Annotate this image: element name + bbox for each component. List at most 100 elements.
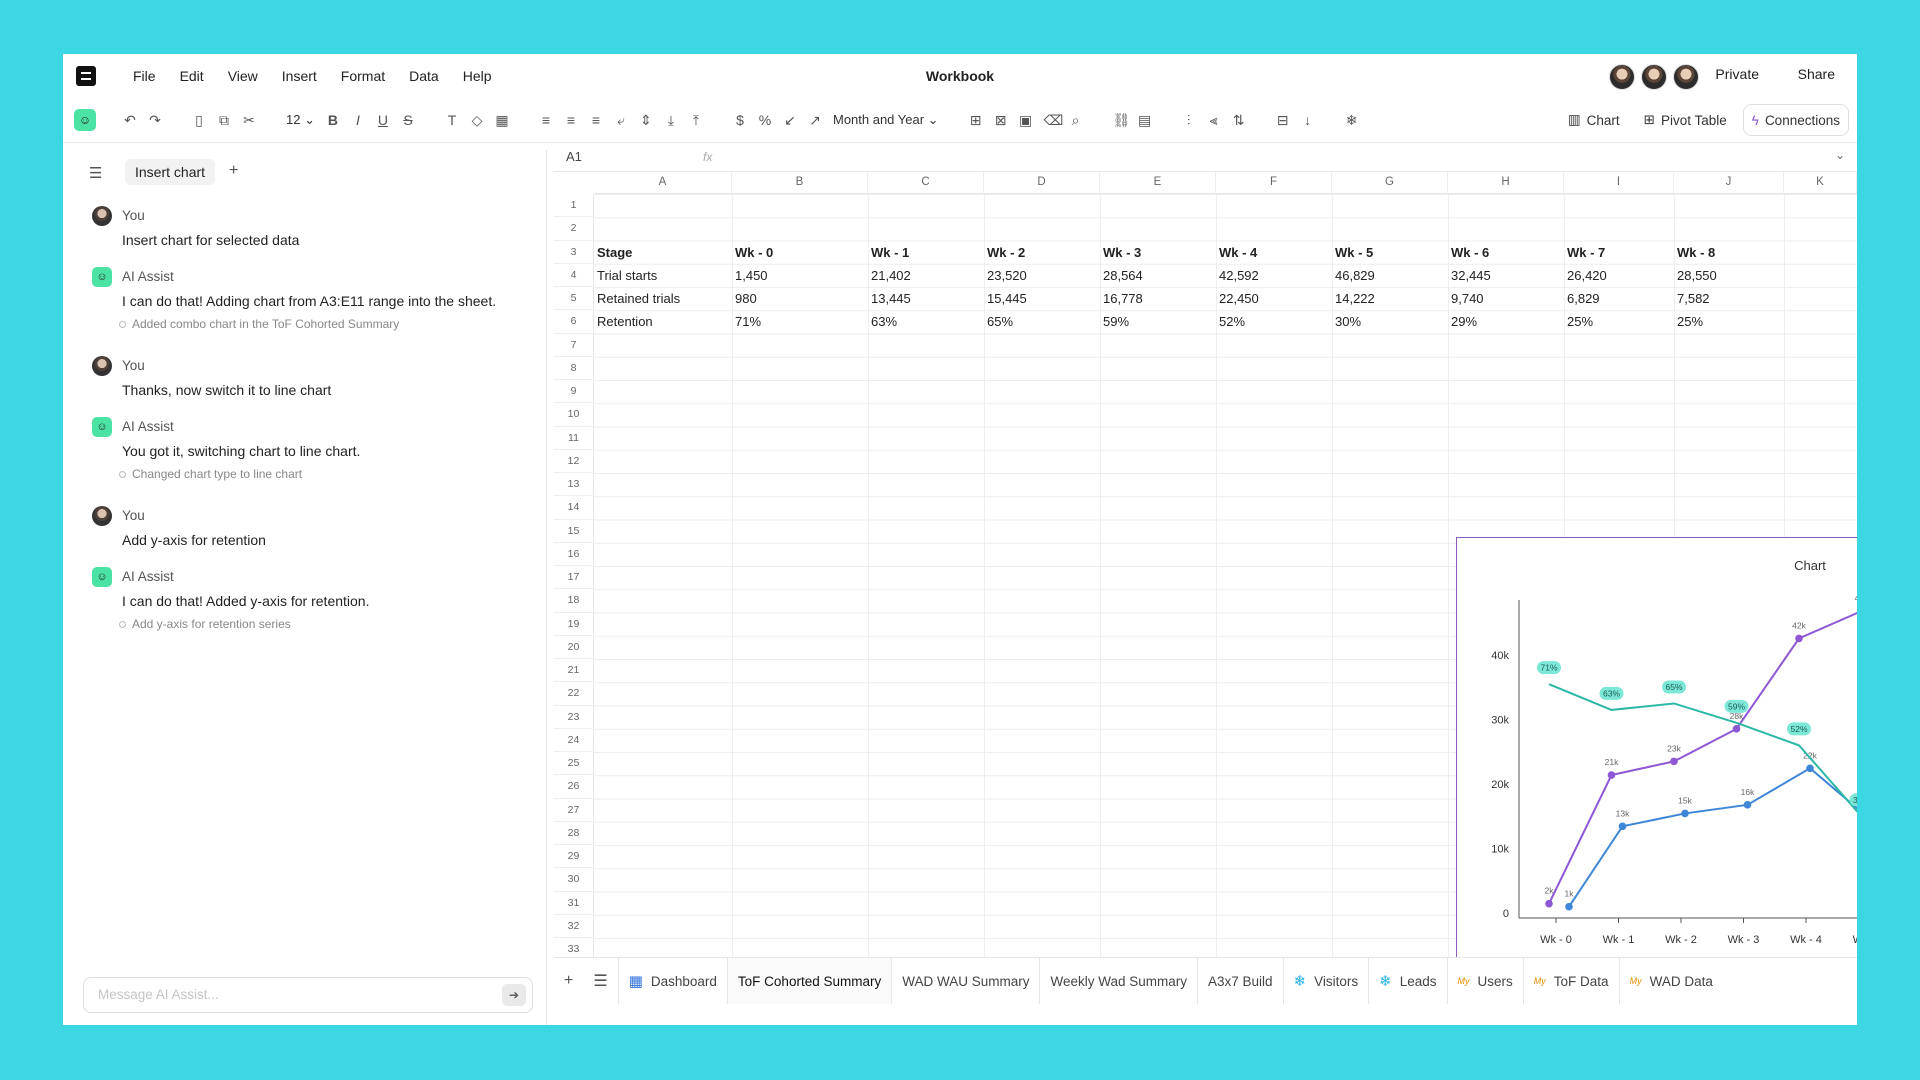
text-format-icon[interactable]: T <box>447 112 457 128</box>
row-header[interactable]: 23 <box>554 705 594 729</box>
table-cell[interactable]: 28,550 <box>1677 267 1717 283</box>
row-header[interactable]: 25 <box>554 752 594 776</box>
row-header[interactable]: 26 <box>554 775 594 799</box>
table-cell[interactable]: 29% <box>1451 314 1478 330</box>
italic-icon[interactable]: I <box>356 112 360 128</box>
filter-icon[interactable]: ⫶ <box>1186 111 1191 128</box>
row-header[interactable]: 12 <box>554 449 594 473</box>
comment-icon[interactable]: ▤ <box>1137 111 1152 128</box>
table-cell[interactable]: 63% <box>871 314 898 330</box>
column-header-b[interactable]: B <box>732 171 868 194</box>
cut-icon[interactable]: ✂ <box>243 111 255 128</box>
strikethrough-icon[interactable]: S <box>403 112 413 128</box>
font-size-select[interactable]: 12 ⌄ <box>286 112 315 127</box>
sheet-tab-tof-data[interactable]: My ToF Data <box>1522 958 1619 1004</box>
table-cell[interactable]: 65% <box>987 314 1014 330</box>
pivot-table-button[interactable]: ⊞ Pivot Table <box>1636 105 1735 135</box>
column-header-e[interactable]: E <box>1100 171 1216 194</box>
app-logo-icon[interactable] <box>76 66 96 86</box>
message-input[interactable] <box>96 986 490 1003</box>
valign-top-icon[interactable]: ⤒ <box>692 111 700 128</box>
avatar[interactable] <box>1673 64 1699 90</box>
row-header[interactable]: 10 <box>554 403 594 427</box>
table-cell[interactable]: 71% <box>735 314 762 330</box>
snowflake-icon[interactable]: ❄ <box>1345 111 1358 128</box>
sheet-tab-tof-cohorted-summary[interactable]: ToF Cohorted Summary <box>726 958 892 1004</box>
row-header[interactable]: 33 <box>554 938 594 957</box>
table-cell[interactable]: 21,402 <box>871 267 911 283</box>
insert-row-icon[interactable]: ⊞ <box>969 111 982 128</box>
redo-icon[interactable]: ↷ <box>149 111 161 128</box>
row-header[interactable]: 8 <box>554 356 594 380</box>
sheet-grid[interactable]: A B C D E F G H I J K 1 2 3 4 5 6 7 8 9 10 11 12 13 14 15 16 17 18 19… <box>554 171 1857 957</box>
row-header[interactable]: 16 <box>554 542 594 566</box>
align-center-icon[interactable]: ≡ <box>566 112 576 128</box>
sort-az-icon[interactable]: ↓ <box>1304 112 1312 128</box>
undo-icon[interactable]: ↶ <box>124 111 136 128</box>
sheet-tab-a3x7-build[interactable]: A3x7 Build <box>1197 958 1283 1004</box>
sheet-tab-wad-wau-summary[interactable]: WAD WAU Summary <box>891 958 1039 1004</box>
avatar[interactable] <box>1641 64 1667 90</box>
wrap-text-icon[interactable]: ⤶ <box>617 111 625 128</box>
row-header[interactable]: 11 <box>554 426 594 450</box>
clear-format-icon[interactable]: ⌫ <box>1043 111 1064 128</box>
row-header[interactable]: 19 <box>554 612 594 636</box>
header-cell[interactable]: Wk - 0 <box>735 244 774 260</box>
table-cell[interactable]: 25% <box>1677 314 1704 330</box>
table-cell[interactable]: Retention <box>597 314 653 330</box>
table-cell[interactable]: 59% <box>1103 314 1130 330</box>
all-sheets-menu-icon[interactable]: ☰ <box>593 973 608 990</box>
row-header[interactable]: 13 <box>554 473 594 497</box>
table-cell[interactable]: 15,445 <box>987 291 1027 306</box>
ai-assist-icon[interactable]: ☺ <box>74 109 96 131</box>
row-header[interactable]: 22 <box>554 682 594 706</box>
sheet-tab-leads[interactable]: ❄ Leads <box>1368 958 1446 1004</box>
table-cell[interactable]: Retained trials <box>597 291 681 306</box>
row-header[interactable]: 2 <box>554 217 594 241</box>
header-cell[interactable]: Wk - 3 <box>1103 244 1142 260</box>
delete-row-icon[interactable]: ⊠ <box>994 111 1007 128</box>
chat-tab-insert-chart[interactable]: Insert chart <box>125 159 216 185</box>
decimal-decrease-icon[interactable]: ↙ <box>784 111 796 128</box>
table-cell[interactable]: 1,450 <box>735 267 768 283</box>
table-cell[interactable]: 42,592 <box>1219 267 1259 283</box>
column-header-i[interactable]: I <box>1564 171 1674 194</box>
row-header[interactable]: 17 <box>554 566 594 590</box>
column-header-d[interactable]: D <box>984 171 1100 194</box>
menu-insert[interactable]: Insert <box>281 68 317 84</box>
link-icon[interactable]: ⛓ <box>1112 111 1131 128</box>
row-header[interactable]: 7 <box>554 333 594 357</box>
private-button[interactable]: Private <box>1715 66 1759 82</box>
sheet-tab-users[interactable]: My Users <box>1446 958 1523 1004</box>
table-cell[interactable]: 23,520 <box>987 267 1027 283</box>
cell-reference[interactable]: A1 <box>566 149 582 164</box>
line-chart[interactable]: Chart010k20k30k40k020%40%60%80%Wk - 0Wk … <box>1456 537 1857 957</box>
table-cell[interactable]: 13,445 <box>871 291 911 306</box>
menu-data[interactable]: Data <box>409 68 439 84</box>
menu-file[interactable]: File <box>133 68 156 84</box>
header-cell[interactable]: Wk - 6 <box>1451 244 1490 260</box>
row-header[interactable]: 6 <box>554 310 594 334</box>
row-header[interactable]: 24 <box>554 728 594 752</box>
row-header[interactable]: 9 <box>554 380 594 404</box>
row-header[interactable]: 27 <box>554 798 594 822</box>
column-header-j[interactable]: J <box>1674 171 1784 194</box>
column-header-c[interactable]: C <box>868 171 984 194</box>
table-cell[interactable]: 14,222 <box>1335 291 1375 306</box>
search-icon[interactable]: ⌕ <box>1071 111 1080 128</box>
row-header[interactable]: 28 <box>554 821 594 845</box>
paste-icon[interactable]: ▯ <box>195 111 203 128</box>
row-header[interactable]: 31 <box>554 891 594 915</box>
table-cell[interactable]: 28,564 <box>1103 267 1143 283</box>
row-header[interactable]: 15 <box>554 519 594 543</box>
add-sheet-plus-icon[interactable]: + <box>564 972 574 989</box>
insert-chart-button[interactable]: ▥ Chart <box>1560 105 1628 135</box>
connections-button[interactable]: ϟ Connections <box>1742 104 1849 136</box>
valign-middle-icon[interactable]: ⇕ <box>640 111 652 128</box>
row-header[interactable]: 20 <box>554 635 594 659</box>
menu-edit[interactable]: Edit <box>179 68 204 84</box>
header-cell[interactable]: Wk - 1 <box>871 244 910 260</box>
sheet-tab-weekly-wad-summary[interactable]: Weekly Wad Summary <box>1039 958 1197 1004</box>
align-left-icon[interactable]: ≡ <box>541 112 551 128</box>
header-cell[interactable]: Wk - 8 <box>1677 244 1716 260</box>
